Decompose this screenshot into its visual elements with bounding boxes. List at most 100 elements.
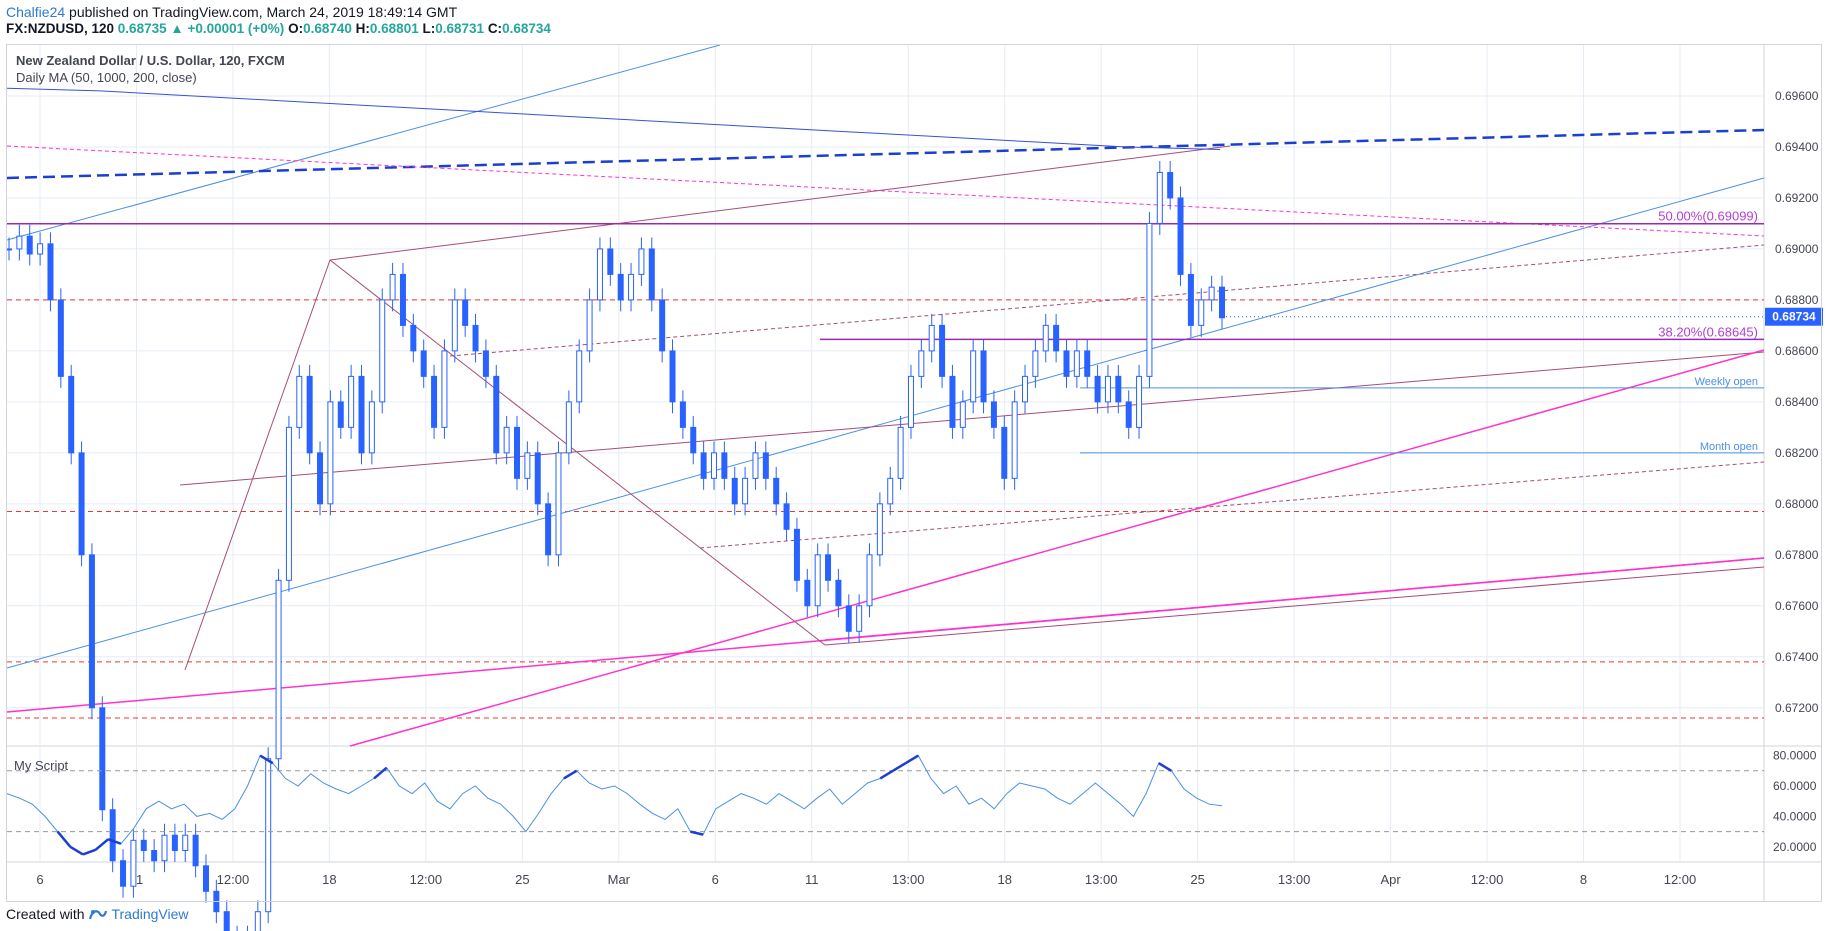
candle-body [130, 839, 137, 887]
candle-body [648, 248, 655, 301]
ma-dashed-line [6, 128, 1765, 180]
x-tick-label: 18 [322, 872, 336, 887]
chart-frame [6, 44, 1822, 902]
candle-body [835, 579, 842, 607]
x-tick-label: 25 [515, 872, 529, 887]
candle-body [710, 452, 717, 479]
candle-body [1053, 324, 1060, 352]
candle-body [980, 350, 987, 403]
candle-body [596, 248, 603, 301]
candle-body [431, 375, 438, 428]
x-tick-label: 6 [712, 872, 719, 887]
candle-body [472, 324, 479, 352]
osc-tick-label: 80.0000 [1773, 749, 1817, 763]
candle-body [57, 299, 64, 377]
candle-body [68, 375, 75, 454]
level-label: Weekly open [1695, 376, 1758, 388]
oscillator-extreme-segment [69, 845, 84, 856]
pattern-leg-1 [184, 259, 331, 671]
candle-body [545, 503, 552, 556]
candle-body [959, 401, 966, 428]
x-tick-label: 12:00 [1664, 872, 1697, 887]
candle-body [1125, 401, 1132, 428]
x-tick-label: 11 [805, 872, 819, 887]
x-tick-label: 13:00 [1278, 872, 1311, 887]
mauve-dashed-upper [449, 244, 1765, 357]
candle-body [265, 758, 272, 913]
candle-body [928, 324, 935, 352]
candle-body [659, 299, 666, 352]
y-tick-label: 0.67400 [1775, 650, 1819, 664]
y-tick-label: 0.67600 [1775, 599, 1819, 613]
candle-body [793, 528, 800, 581]
trendline-blue-lower [6, 177, 1765, 669]
candle-body [78, 452, 85, 556]
price-change: ▲ +0.00001 (+0%) [170, 21, 285, 36]
candle-body [1073, 350, 1080, 377]
x-tick-label: 6 [36, 872, 43, 887]
high-value: 0.68801 [369, 21, 419, 36]
candle-body [379, 299, 386, 403]
created-with-text: Created with [6, 906, 85, 922]
last-price: 0.68735 [117, 21, 167, 36]
high-label: H: [355, 21, 370, 36]
x-tick-label: 13:00 [892, 872, 925, 887]
candle-body [555, 452, 562, 556]
tradingview-link[interactable]: TradingView [111, 906, 189, 922]
candle-body [866, 554, 873, 607]
oscillator-extreme-segment [94, 838, 110, 851]
osc-tick-label: 60.0000 [1773, 779, 1817, 793]
x-tick-label: Apr [1380, 872, 1401, 887]
symbol-ohlc-line: FX:NZDUSD, 120 0.68735 ▲ +0.00001 (+0%) … [6, 21, 551, 36]
oscillator-extreme-segment [56, 830, 72, 848]
chart-title: New Zealand Dollar / U.S. Dollar, 120, F… [16, 53, 285, 68]
close-label: C: [487, 21, 503, 36]
author-link[interactable]: Chalfie24 [6, 4, 66, 20]
candle-body [690, 426, 697, 454]
candle-body [1115, 375, 1122, 403]
candle-body [1011, 401, 1018, 479]
candle-body [317, 452, 324, 505]
current-price-badge [1765, 307, 1823, 326]
footer: Created with TradingView [6, 906, 189, 924]
candle-body [275, 579, 282, 760]
candle-body [731, 477, 738, 505]
close-value: 0.68734 [502, 21, 551, 36]
magenta-lower-line [824, 557, 1765, 641]
oscillator-extreme-segment [892, 762, 907, 772]
oscillator-line [6, 754, 1223, 855]
candle-body [669, 350, 676, 403]
candle-body [26, 235, 33, 255]
candle-body [348, 375, 355, 428]
y-tick-label: 0.69200 [1775, 191, 1819, 205]
candles [6, 160, 1225, 931]
candle-body [1146, 222, 1153, 377]
candle-body [762, 452, 769, 479]
candle-body [182, 834, 189, 852]
candle-body [1001, 426, 1008, 479]
candle-body [617, 273, 624, 301]
candle-body [1177, 197, 1184, 275]
y-tick-label: 0.67200 [1775, 701, 1819, 715]
oscillator-extreme-segment [1158, 762, 1173, 772]
candle-body [814, 554, 821, 607]
candle-body [202, 865, 209, 892]
candle-body [1042, 324, 1049, 352]
candle-body [586, 299, 593, 352]
candle-body [1167, 171, 1174, 199]
candle-body [700, 452, 707, 479]
x-tick-label: 8 [1580, 872, 1587, 887]
candle-body [151, 850, 158, 862]
candle-body [441, 350, 448, 428]
magenta-dashed-trend [6, 145, 1765, 237]
low-label: L: [422, 21, 436, 36]
oscillator-extreme-segment [879, 769, 894, 780]
candle-body [845, 605, 852, 632]
candle-body [856, 605, 863, 632]
oscillator-extreme-segment [82, 848, 97, 856]
candle-body [337, 401, 344, 428]
y-tick-label: 0.68200 [1775, 446, 1819, 460]
y-tick-label: 0.69000 [1775, 242, 1819, 256]
candle-body [1187, 273, 1194, 326]
